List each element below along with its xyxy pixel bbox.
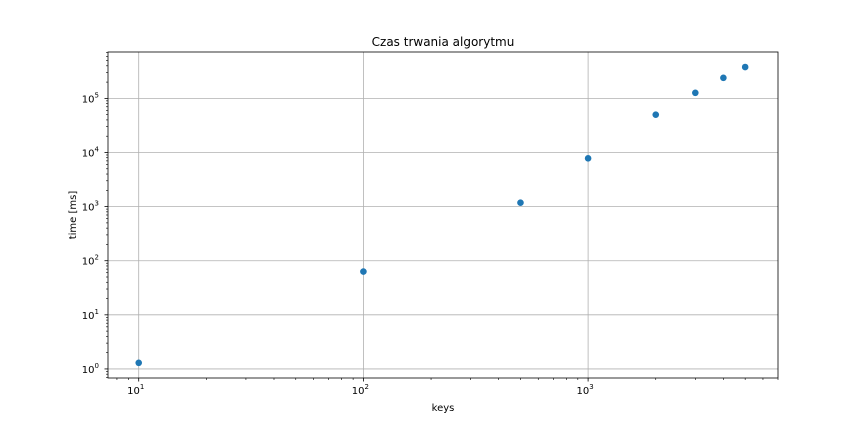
major-ticks (104, 97, 589, 382)
x-tick-label: 103 (577, 383, 594, 397)
x-axis-label: keys (432, 403, 455, 414)
minor-ticks (106, 52, 779, 380)
data-point (584, 155, 592, 162)
data-point (360, 268, 367, 275)
x-tick-label: 102 (352, 383, 369, 397)
y-tick-label: 104 (82, 145, 100, 159)
data-point (135, 359, 143, 367)
y-tick-label: 100 (82, 362, 99, 376)
data-point (652, 111, 660, 118)
y-tick-label: 102 (82, 254, 99, 268)
y-tick-label: 103 (82, 200, 99, 214)
y-axis-label: time [ms] (68, 191, 79, 240)
data-point (741, 63, 749, 71)
plot-area (107, 51, 779, 379)
data-points (135, 63, 749, 367)
data-point (720, 74, 727, 82)
data-point (517, 199, 524, 207)
x-tick-label: 101 (127, 383, 144, 397)
y-tick-label: 101 (82, 308, 99, 322)
y-tick-label: 105 (82, 91, 99, 105)
chart-title: Czas trwania algorytmu (372, 35, 515, 49)
grid-lines (108, 52, 778, 378)
data-point (692, 89, 699, 97)
